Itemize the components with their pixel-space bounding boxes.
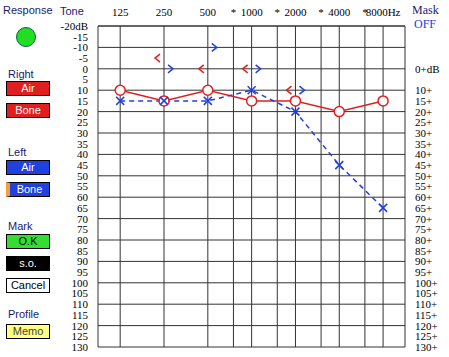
svg-text:*: * bbox=[275, 6, 281, 18]
svg-text:45: 45 bbox=[77, 159, 88, 171]
svg-text:30: 30 bbox=[77, 126, 88, 139]
html-text:Air: Air bbox=[21, 161, 35, 173]
svg-text:115: 115 bbox=[71, 308, 88, 321]
svg-text:4000: 4000 bbox=[328, 6, 351, 18]
svg-text:20+: 20+ bbox=[415, 105, 433, 118]
svg-text:15+: 15+ bbox=[415, 94, 433, 107]
svg-text:120+: 120+ bbox=[415, 319, 438, 332]
svg-text:250: 250 bbox=[156, 6, 173, 18]
html-text:Cancel: Cancel bbox=[10, 279, 46, 291]
html-text:Mask: Mask bbox=[412, 3, 439, 17]
html-text:Mark: Mark bbox=[8, 220, 33, 232]
svg-text:30+: 30+ bbox=[415, 126, 433, 139]
svg-text:75+: 75+ bbox=[415, 223, 433, 236]
svg-text:70+: 70+ bbox=[415, 212, 433, 225]
svg-text:65: 65 bbox=[77, 201, 88, 214]
svg-text:5: 5 bbox=[82, 73, 88, 86]
svg-text:25+: 25+ bbox=[415, 116, 433, 129]
svg-text:120: 120 bbox=[71, 319, 88, 332]
svg-text:40: 40 bbox=[77, 148, 88, 161]
svg-text:75: 75 bbox=[77, 223, 88, 236]
svg-text:130: 130 bbox=[72, 341, 89, 353]
svg-text:115+: 115+ bbox=[415, 308, 438, 321]
svg-text:130+: 130+ bbox=[415, 341, 438, 353]
svg-text:105+: 105+ bbox=[415, 287, 438, 300]
html-text:Air: Air bbox=[21, 82, 35, 94]
html-text:Profile: Profile bbox=[8, 308, 40, 320]
svg-text:8000Hz: 8000Hz bbox=[366, 6, 401, 18]
svg-text:45+: 45+ bbox=[415, 159, 433, 171]
html-text:Left: Left bbox=[8, 146, 27, 158]
svg-text:*: * bbox=[318, 6, 324, 18]
svg-text:110+: 110+ bbox=[415, 298, 438, 311]
svg-text:25: 25 bbox=[77, 116, 88, 129]
svg-text:*: * bbox=[231, 6, 237, 18]
svg-text:125: 125 bbox=[71, 330, 88, 343]
svg-text:0: 0 bbox=[82, 62, 88, 75]
html-text:Memo: Memo bbox=[12, 325, 44, 337]
svg-text:60+: 60+ bbox=[415, 191, 433, 204]
svg-text:60: 60 bbox=[77, 191, 88, 204]
svg-text:100+: 100+ bbox=[415, 276, 438, 289]
svg-text:500: 500 bbox=[200, 6, 217, 18]
svg-text:90+: 90+ bbox=[415, 255, 433, 268]
html-text:OFF: OFF bbox=[414, 17, 436, 31]
svg-text:10: 10 bbox=[77, 84, 88, 97]
svg-text:70: 70 bbox=[77, 212, 88, 225]
svg-text:100: 100 bbox=[71, 276, 88, 289]
svg-text:20: 20 bbox=[77, 105, 88, 118]
svg-text:55+: 55+ bbox=[415, 180, 433, 193]
svg-text:35: 35 bbox=[77, 137, 88, 150]
svg-text:0+dB: 0+dB bbox=[415, 63, 440, 75]
svg-text:110: 110 bbox=[71, 298, 88, 311]
html-text:Bone: Bone bbox=[15, 104, 41, 116]
html-text:s.o.: s.o. bbox=[19, 257, 37, 269]
svg-text:125: 125 bbox=[112, 6, 129, 18]
html-text:Right: Right bbox=[8, 68, 34, 80]
svg-text:85: 85 bbox=[77, 244, 88, 257]
svg-text:95: 95 bbox=[77, 266, 88, 278]
svg-text:85+: 85+ bbox=[415, 244, 433, 257]
svg-text:40+: 40+ bbox=[415, 148, 433, 161]
svg-text:50: 50 bbox=[77, 169, 88, 182]
svg-text:10+: 10+ bbox=[415, 84, 433, 97]
svg-text:65+: 65+ bbox=[415, 201, 433, 214]
html-text:Bone: Bone bbox=[16, 183, 43, 195]
svg-text:105: 105 bbox=[71, 287, 88, 300]
svg-text:35+: 35+ bbox=[415, 137, 433, 150]
svg-text:-15: -15 bbox=[73, 30, 88, 43]
svg-text:50+: 50+ bbox=[415, 169, 433, 182]
svg-text:15: 15 bbox=[77, 94, 88, 107]
svg-text:2000: 2000 bbox=[284, 6, 307, 18]
svg-text:-20dB: -20dB bbox=[60, 19, 88, 32]
svg-text:90: 90 bbox=[77, 255, 88, 268]
svg-text:125+: 125+ bbox=[415, 330, 438, 343]
svg-text:95+: 95+ bbox=[415, 266, 433, 278]
svg-text:55: 55 bbox=[77, 180, 88, 193]
html-text:Tone: Tone bbox=[60, 5, 84, 17]
html-text:O.K: O.K bbox=[18, 235, 38, 247]
svg-text:80+: 80+ bbox=[415, 233, 433, 246]
svg-text:80: 80 bbox=[77, 233, 88, 246]
svg-text:-5: -5 bbox=[78, 52, 88, 64]
svg-text:-10: -10 bbox=[73, 41, 88, 54]
html-text:Response: Response bbox=[3, 4, 53, 16]
svg-text:1000: 1000 bbox=[241, 6, 264, 18]
